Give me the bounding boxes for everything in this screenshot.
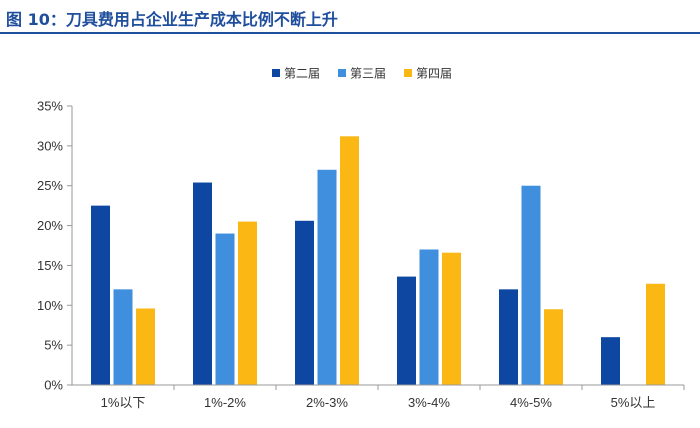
bar [442, 252, 461, 385]
x-tick-label: 5%以上 [611, 395, 656, 410]
y-tick-label: 10% [37, 298, 63, 313]
bar [397, 276, 416, 385]
legend-swatch [404, 69, 412, 77]
bar [238, 221, 257, 385]
x-axis: 1%以下 1%-2% 2%-3% 3%-4% 4%-5% 5%以上 [72, 384, 685, 410]
y-tick-label: 20% [37, 218, 63, 233]
title-bar: 图 10：刀具费用占企业生产成本比例不断上升 [0, 0, 700, 34]
legend-swatch [338, 69, 346, 77]
y-tick-label: 30% [37, 138, 63, 153]
chart-title: 图 10：刀具费用占企业生产成本比例不断上升 [6, 10, 338, 29]
bar [136, 308, 155, 385]
legend-swatch [272, 69, 280, 77]
legend-label: 第四届 [416, 67, 452, 81]
bar [113, 289, 133, 385]
y-tick-label: 15% [37, 258, 63, 273]
legend-label: 第二届 [284, 67, 320, 81]
legend-label: 第三届 [350, 67, 386, 81]
legend: 第二届 第三届 第四届 [272, 67, 452, 81]
y-tick-label: 0% [44, 378, 63, 393]
bar [419, 249, 439, 385]
x-tick-label: 3%-4% [408, 395, 450, 410]
y-axis: 0% 5% 10% 15% 20% 25% 30% 35% [37, 99, 73, 393]
y-tick-label: 5% [44, 338, 63, 353]
bar [544, 309, 563, 385]
x-tick-label: 1%-2% [204, 395, 246, 410]
bar [646, 283, 665, 385]
bar [340, 136, 359, 385]
x-tick-label: 2%-3% [306, 395, 348, 410]
bar [317, 169, 337, 385]
bar [295, 220, 314, 385]
bars [91, 136, 665, 385]
bar [601, 337, 620, 385]
x-tick-label: 4%-5% [510, 395, 552, 410]
bar [521, 185, 541, 385]
bar [215, 233, 235, 385]
bar [193, 182, 212, 385]
y-tick-label: 35% [37, 99, 63, 114]
x-tick-label: 1%以下 [101, 395, 146, 410]
bar [499, 289, 518, 385]
y-tick-label: 25% [37, 178, 63, 193]
bar [91, 205, 110, 385]
